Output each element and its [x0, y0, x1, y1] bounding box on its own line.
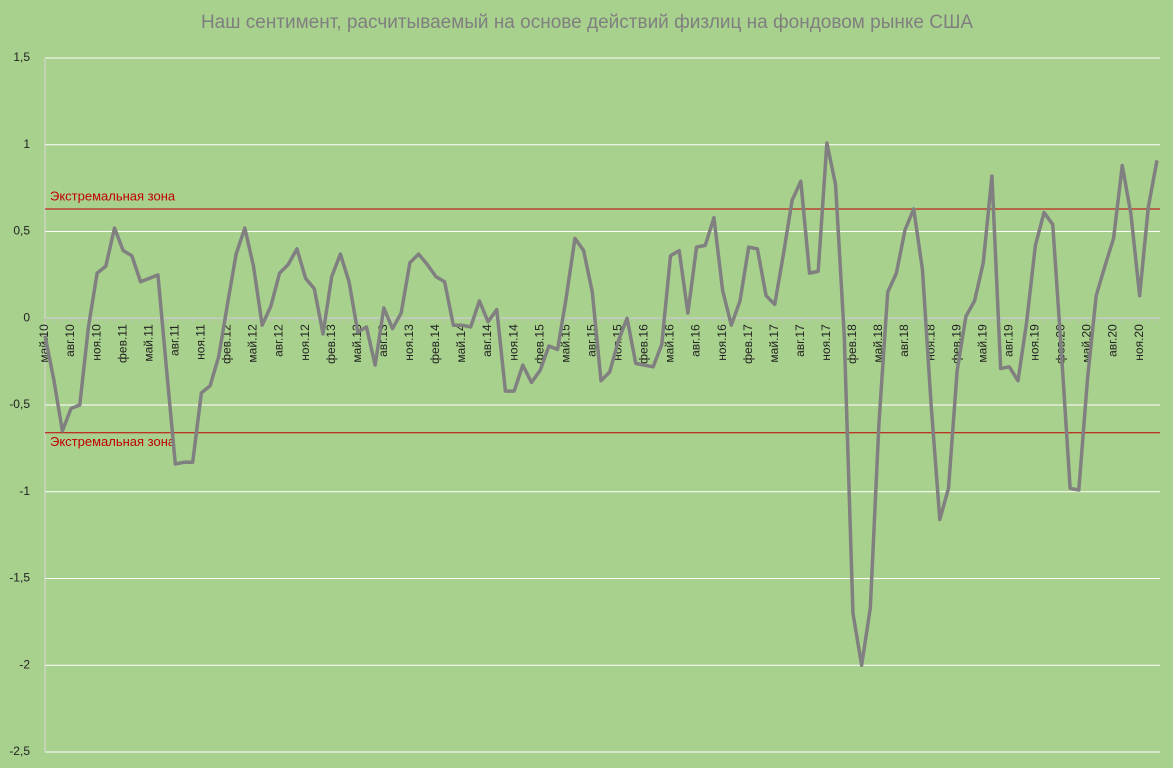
- y-tick-label: -1,5: [9, 571, 30, 585]
- y-tick-label: 1,5: [13, 50, 30, 64]
- reference-label: Экстремальная зона: [50, 188, 176, 203]
- x-tick-label: фев.15: [532, 324, 546, 364]
- reference-label: Экстремальная зона: [50, 434, 176, 449]
- x-tick-label: ноя.10: [89, 324, 103, 361]
- x-tick-label: авг.10: [63, 324, 77, 357]
- y-tick-label: -1: [19, 484, 30, 498]
- x-tick-label: май.11: [141, 324, 155, 362]
- x-tick-label: фев.17: [741, 324, 755, 364]
- x-tick-label: ноя.20: [1132, 324, 1146, 361]
- x-tick-label: авг.14: [480, 324, 494, 357]
- x-tick-label: май.16: [663, 324, 677, 363]
- y-tick-label: 0: [23, 310, 30, 324]
- x-tick-label: май.17: [767, 324, 781, 363]
- x-tick-label: ноя.13: [402, 324, 416, 361]
- x-tick-label: авг.12: [272, 324, 286, 357]
- x-tick-label: фев.14: [428, 324, 442, 364]
- x-tick-label: ноя.12: [298, 324, 312, 361]
- x-tick-label: май.19: [975, 324, 989, 363]
- x-tick-label: май.12: [246, 324, 260, 363]
- y-tick-label: -0,5: [9, 397, 30, 411]
- x-tick-label: авг.20: [1106, 324, 1120, 357]
- x-tick-label: фев.18: [845, 324, 859, 364]
- y-tick-label: 1: [23, 137, 30, 151]
- x-tick-label: май.13: [350, 324, 364, 363]
- x-tick-label: авг.19: [1001, 324, 1015, 357]
- y-tick-label: -2,5: [9, 744, 30, 758]
- chart-title: Наш сентимент, расчитываемый на основе д…: [201, 12, 973, 33]
- x-tick-label: фев.11: [115, 324, 129, 363]
- x-tick-label: авг.18: [897, 324, 911, 357]
- series-line: [43, 141, 1159, 667]
- y-tick-label: 0,5: [13, 224, 30, 238]
- x-tick-label: май.18: [871, 324, 885, 363]
- x-tick-label: ноя.16: [715, 324, 729, 361]
- y-tick-label: -2: [19, 657, 30, 671]
- x-tick-label: фев.16: [637, 324, 651, 364]
- x-tick-label: авг.16: [689, 324, 703, 357]
- x-tick-label: ноя.17: [819, 324, 833, 361]
- x-tick-label: авг.11: [167, 324, 181, 356]
- x-tick-label: май.14: [454, 324, 468, 363]
- x-tick-label: ноя.11: [194, 324, 208, 360]
- x-tick-label: фев.13: [324, 324, 338, 364]
- x-tick-label: ноя.14: [506, 324, 520, 361]
- x-tick-label: авг.17: [793, 324, 807, 357]
- x-tick-label: ноя.19: [1028, 324, 1042, 361]
